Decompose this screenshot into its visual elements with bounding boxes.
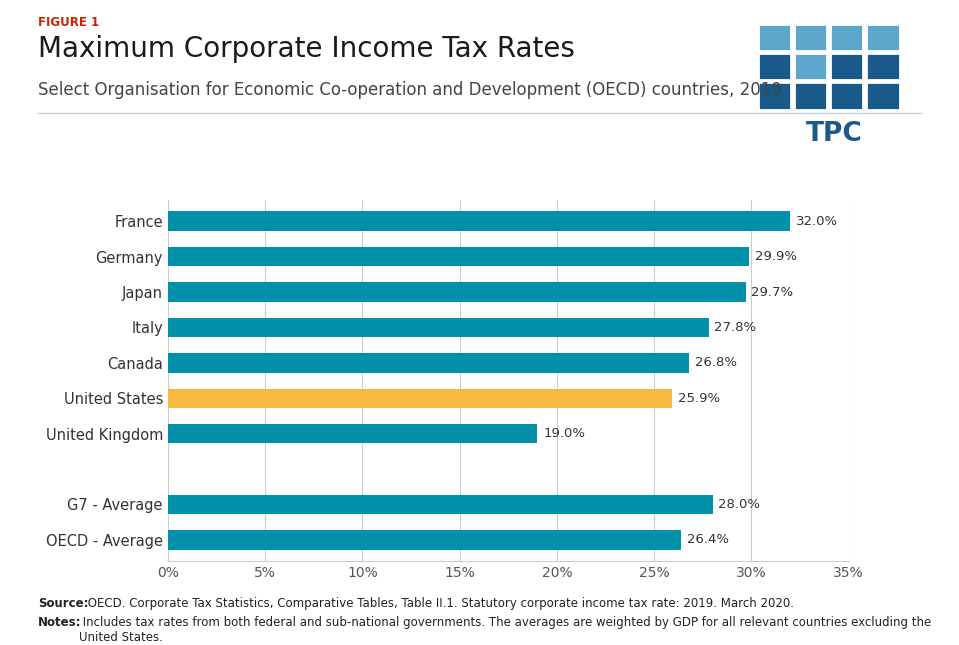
Bar [866,53,900,81]
Bar [830,53,863,81]
Text: 32.0%: 32.0% [796,215,838,228]
Bar [794,24,828,51]
Bar [168,318,709,337]
Bar [168,495,713,514]
Bar [830,83,863,110]
Bar [830,24,863,51]
Bar [168,212,790,231]
Text: 29.9%: 29.9% [756,250,797,263]
Bar [794,53,828,81]
Bar [794,83,828,110]
Text: 26.4%: 26.4% [688,533,729,546]
Bar [866,24,900,51]
Text: 25.9%: 25.9% [677,392,719,405]
Bar [168,283,745,302]
Bar [866,83,900,110]
Bar [168,353,690,373]
Text: TPC: TPC [806,121,863,147]
Text: Maximum Corporate Income Tax Rates: Maximum Corporate Income Tax Rates [38,35,575,63]
Text: 28.0%: 28.0% [718,498,760,511]
Bar [758,24,791,51]
Bar [168,530,682,550]
Text: Source:: Source: [38,597,89,610]
Text: 29.7%: 29.7% [752,286,793,299]
Text: Includes tax rates from both federal and sub-national governments. The averages : Includes tax rates from both federal and… [79,616,931,644]
Text: 19.0%: 19.0% [544,427,585,440]
Bar [168,388,671,408]
Text: OECD. Corporate Tax Statistics, Comparative Tables, Table II.1. Statutory corpor: OECD. Corporate Tax Statistics, Comparat… [84,597,794,610]
Text: 27.8%: 27.8% [714,321,757,334]
Text: FIGURE 1: FIGURE 1 [38,16,100,29]
Bar [168,424,537,443]
Bar [168,247,750,266]
Bar [758,83,791,110]
Text: Notes:: Notes: [38,616,82,629]
Text: Select Organisation for Economic Co-operation and Development (OECD) countries, : Select Organisation for Economic Co-oper… [38,81,783,99]
Text: 26.8%: 26.8% [695,356,737,370]
Bar [758,53,791,81]
